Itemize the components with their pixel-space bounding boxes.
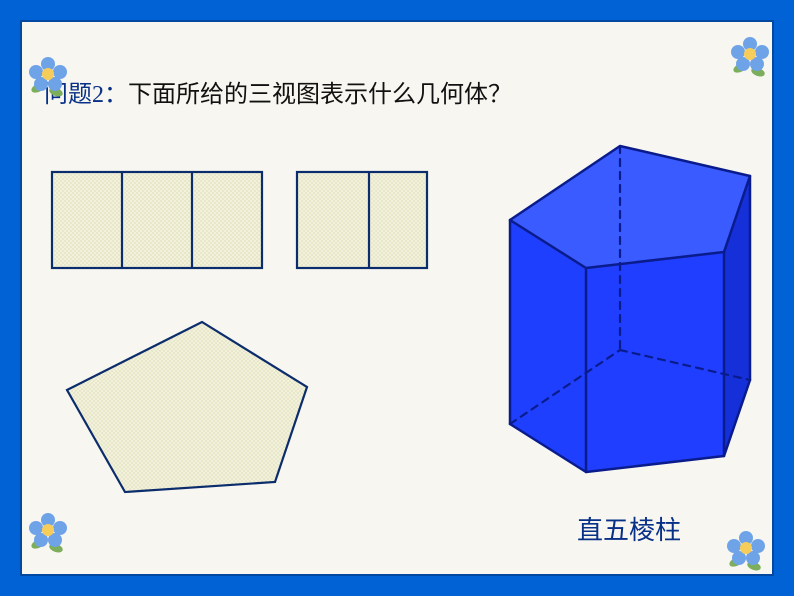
top-view — [67, 322, 307, 492]
flower-icon — [726, 32, 774, 80]
flower-icon — [24, 508, 72, 556]
stage: 问题2：下面所给的三视图表示什么几何体？ — [20, 20, 774, 576]
front-view — [52, 172, 262, 268]
question-text: 下面所给的三视图表示什么几何体？ — [128, 82, 512, 108]
pentagonal-prism — [500, 142, 760, 482]
flower-icon — [722, 526, 770, 574]
question: 问题2：下面所给的三视图表示什么几何体？ — [44, 74, 512, 109]
answer-label: 直五棱柱 — [577, 510, 681, 547]
side-view — [297, 172, 427, 268]
flower-icon — [24, 52, 72, 100]
